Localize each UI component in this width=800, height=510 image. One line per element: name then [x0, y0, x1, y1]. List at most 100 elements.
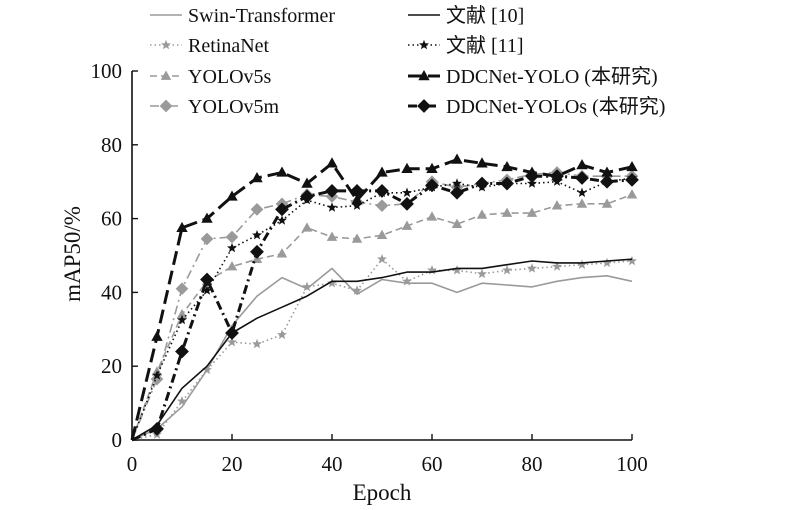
y-tick-label: 20: [101, 354, 122, 378]
data-point: [177, 314, 187, 325]
x-tick-label: 40: [322, 452, 343, 476]
data-point: [527, 263, 537, 273]
x-tick-label: 0: [127, 452, 138, 476]
data-point: [476, 157, 488, 168]
series-ddcnet-yolos: [131, 169, 639, 442]
data-point: [176, 221, 188, 233]
data-point: [300, 189, 314, 204]
data-point: [550, 169, 564, 184]
data-point: [551, 200, 563, 210]
data-point: [426, 162, 438, 173]
data-point: [377, 254, 387, 264]
series-retinanet: [131, 254, 637, 441]
data-point: [250, 244, 264, 259]
data-point: [575, 171, 589, 185]
y-tick-label: 0: [112, 428, 123, 452]
data-point: [400, 196, 414, 211]
legend-item: DDCNet-YOLO (本研究): [408, 65, 658, 88]
data-point: [525, 169, 539, 184]
series-line: [131, 267, 633, 441]
data-point: [451, 218, 463, 228]
data-point: [251, 172, 263, 183]
data-point: [325, 184, 339, 198]
data-point: [276, 166, 288, 177]
data-point: [302, 281, 312, 292]
data-point: [451, 153, 463, 164]
data-point: [277, 215, 287, 225]
data-point: [577, 187, 587, 197]
data-point: [375, 184, 389, 198]
legend-marker: [417, 99, 431, 113]
legend-marker: [160, 70, 172, 80]
series-line: [130, 158, 633, 441]
y-axis-title: mAP50/%: [60, 206, 85, 302]
data-point: [601, 198, 613, 208]
data-point: [350, 184, 364, 198]
data-point: [200, 232, 214, 246]
data-point: [452, 265, 462, 275]
data-point: [301, 222, 313, 232]
data-point: [152, 370, 162, 380]
data-point: [351, 194, 363, 205]
data-point: [427, 265, 437, 275]
legend-item: Swin-Transformer: [150, 5, 335, 27]
data-point: [252, 230, 262, 240]
data-point: [502, 265, 512, 275]
legend-marker: [419, 39, 429, 50]
data-point: [227, 242, 237, 253]
data-point: [277, 329, 287, 340]
data-point: [202, 285, 212, 295]
data-point: [376, 229, 388, 240]
data-point: [426, 211, 438, 221]
data-point: [226, 190, 238, 201]
y-tick-label: 60: [101, 207, 122, 231]
data-point: [552, 261, 562, 271]
legend-marker: [159, 99, 173, 113]
data-point: [201, 212, 213, 223]
series-layer: [130, 153, 639, 442]
data-point: [202, 364, 212, 375]
x-tick-label: 80: [522, 452, 543, 476]
data-point: [275, 202, 289, 217]
data-point: [476, 209, 488, 219]
series-swin-transformer: [131, 267, 633, 441]
legend-label: Swin-Transformer: [188, 5, 335, 27]
data-point: [227, 337, 237, 347]
data-point: [600, 174, 614, 189]
y-tick-label: 100: [91, 59, 123, 83]
series-ddcnet-yolo: [130, 153, 638, 441]
data-point: [402, 276, 412, 286]
legend-label: YOLOv5m: [188, 96, 280, 118]
data-point: [626, 160, 638, 172]
data-point: [327, 202, 337, 212]
data-point: [326, 157, 338, 168]
series-yolov5m: [131, 166, 639, 441]
legend-item: 文献 [11]: [408, 34, 524, 57]
data-point: [176, 309, 188, 319]
data-point: [576, 198, 588, 208]
data-point: [226, 261, 238, 271]
series-line: [131, 258, 633, 441]
data-point: [175, 344, 189, 359]
legend-label: DDCNet-YOLO (本研究): [446, 65, 658, 88]
series-line: [131, 193, 633, 441]
data-point: [500, 176, 514, 191]
y-tick-label: 40: [101, 280, 122, 304]
data-point: [252, 338, 262, 349]
legend-item: YOLOv5m: [150, 96, 280, 118]
y-tick-label: 80: [101, 133, 122, 157]
data-point: [450, 185, 464, 200]
series-11: [131, 172, 637, 441]
data-point: [177, 396, 187, 406]
data-point: [477, 268, 487, 279]
data-point: [351, 233, 363, 243]
legend-marker: [161, 39, 171, 50]
data-point: [175, 282, 189, 296]
data-point: [200, 272, 214, 287]
series-10: [131, 258, 633, 441]
data-point: [151, 330, 163, 341]
data-point: [352, 285, 362, 295]
data-point: [326, 231, 338, 241]
